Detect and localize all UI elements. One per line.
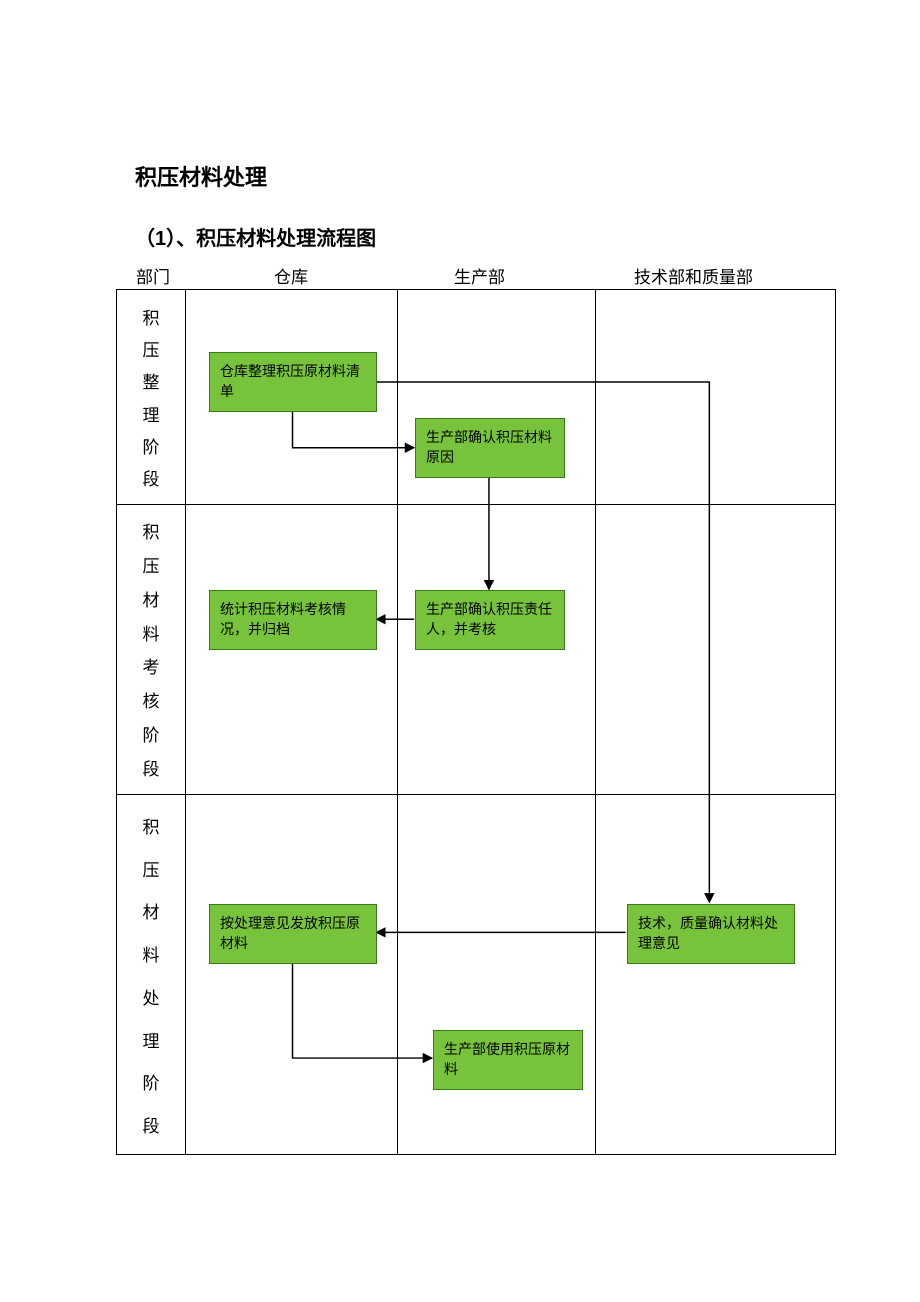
swimlane-row-divider [117,504,835,505]
flow-node-n1: 仓库整理积压原材料清单 [209,352,377,412]
swimlane-row-label-r3: 积压材料处理阶段 [117,794,185,1156]
swimlane-column-headers: 部门 仓库 生产部 技术部和质量部 [124,263,836,289]
swimlane-row-divider [117,794,835,795]
flow-edge-e1 [293,412,415,448]
flow-edge-e6 [293,962,433,1058]
flow-node-n7: 生产部使用积压原材料 [433,1030,583,1090]
swimlane-col-divider [185,290,186,1154]
flow-node-n2: 生产部确认积压材料原因 [415,418,565,478]
swimlane-row-label-r2: 积压材料考核阶段 [117,504,185,794]
column-header-prod: 生产部 [454,263,505,288]
swimlane-col-divider [595,290,596,1154]
column-header-tech: 技术部和质量部 [634,263,753,288]
swimlane-col-divider [397,290,398,1154]
column-header-dept: 部门 [136,263,170,288]
flow-node-n6: 按处理意见发放积压原材料 [209,904,377,964]
column-header-wh: 仓库 [274,263,308,288]
flow-node-n4: 统计积压材料考核情况，并归档 [209,590,377,650]
flow-node-n5: 技术，质量确认材料处理意见 [627,904,795,964]
page-title: 积压材料处理 [135,160,920,192]
swimlane-row-label-r1: 积压整理阶段 [117,290,185,504]
page-subtitle: （1）、积压材料处理流程图 [135,222,920,251]
flowchart-container: 积压整理阶段积压材料考核阶段积压材料处理阶段仓库整理积压原材料清单生产部确认积压… [116,289,836,1155]
flow-node-n3: 生产部确认积压责任人，并考核 [415,590,565,650]
